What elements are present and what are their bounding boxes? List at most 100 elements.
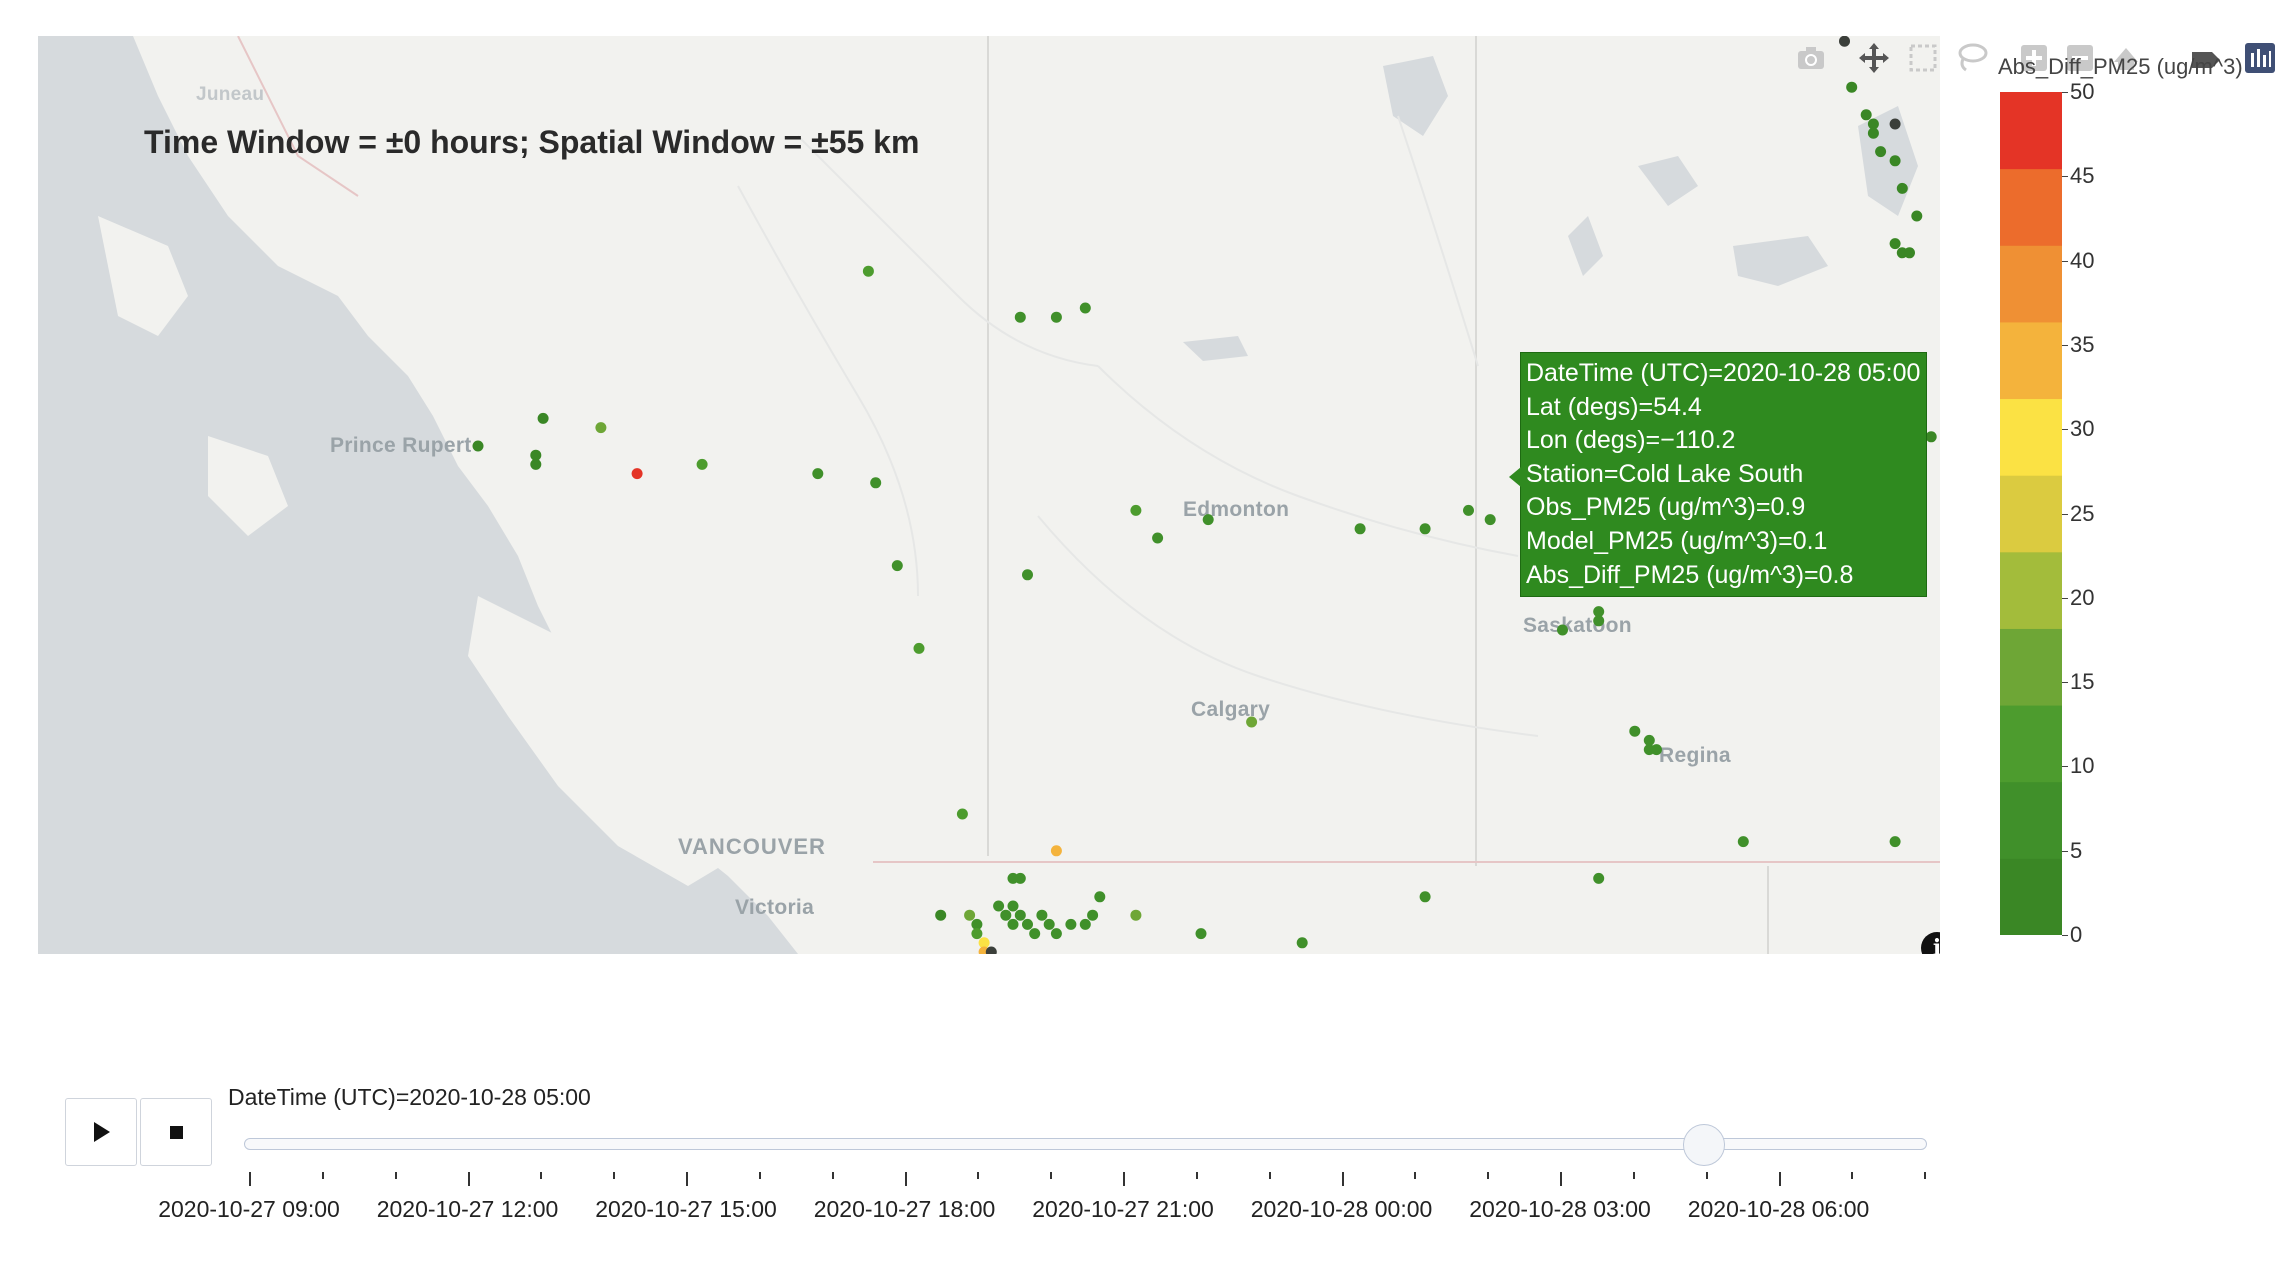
station-marker[interactable] — [1246, 716, 1258, 728]
tooltip-line-model: Model_PM25 (ug/m^3)=0.1 — [1526, 526, 1828, 555]
play-icon — [94, 1122, 110, 1142]
reset-icon[interactable] — [2108, 40, 2144, 76]
station-marker[interactable] — [985, 946, 997, 955]
station-marker[interactable] — [1419, 891, 1431, 903]
station-marker[interactable] — [595, 422, 607, 434]
colorbar-band — [2000, 245, 2062, 323]
station-marker[interactable] — [870, 477, 882, 489]
station-marker[interactable] — [1911, 210, 1923, 222]
station-marker[interactable] — [1867, 118, 1879, 130]
time-slider-rail[interactable] — [244, 1138, 1927, 1150]
station-marker[interactable] — [1296, 937, 1308, 949]
station-marker[interactable] — [1130, 909, 1142, 921]
map-area[interactable]: Time Window = ±0 hours; Spatial Window =… — [38, 36, 1940, 954]
station-marker[interactable] — [1007, 918, 1019, 930]
station-marker[interactable] — [1050, 845, 1062, 857]
station-marker[interactable] — [1014, 311, 1026, 323]
slider-major-tick — [904, 1172, 907, 1186]
station-marker[interactable] — [1839, 36, 1850, 47]
station-marker[interactable] — [913, 642, 925, 654]
station-marker[interactable] — [812, 468, 824, 480]
station-marker[interactable] — [862, 265, 874, 277]
station-marker[interactable] — [1202, 514, 1214, 526]
station-marker[interactable] — [1629, 725, 1641, 737]
station-marker[interactable] — [1737, 836, 1749, 848]
station-marker[interactable] — [530, 458, 542, 470]
station-marker[interactable] — [1904, 247, 1915, 259]
station-marker[interactable] — [1014, 909, 1026, 921]
station-marker[interactable] — [891, 560, 903, 572]
plotly-logo-icon[interactable] — [2242, 40, 2278, 76]
station-marker[interactable] — [1484, 514, 1496, 526]
play-button[interactable] — [65, 1098, 137, 1166]
slider-minor-tick — [1705, 1172, 1708, 1179]
station-marker[interactable] — [1419, 523, 1431, 535]
slider-minor-tick — [394, 1172, 397, 1179]
station-marker[interactable] — [1593, 872, 1605, 884]
station-marker[interactable] — [1087, 909, 1099, 921]
station-marker[interactable] — [1846, 81, 1858, 93]
colorbar-tick-label: 45 — [2070, 163, 2095, 189]
camera-icon[interactable] — [1793, 40, 1829, 76]
station-marker[interactable] — [1007, 872, 1019, 884]
station-marker[interactable] — [1022, 918, 1033, 930]
station-marker[interactable] — [1867, 127, 1879, 139]
station-marker[interactable] — [1354, 523, 1366, 535]
station-marker[interactable] — [1007, 900, 1019, 912]
station-marker[interactable] — [971, 928, 983, 940]
station-marker[interactable] — [964, 909, 976, 921]
colorbar-tick-mark — [2062, 176, 2068, 178]
station-marker[interactable] — [1875, 146, 1887, 158]
station-marker[interactable] — [472, 440, 484, 452]
station-markers[interactable] — [38, 36, 1940, 954]
stop-button[interactable] — [140, 1098, 212, 1166]
station-marker[interactable] — [1593, 615, 1605, 627]
pan-icon[interactable] — [1856, 40, 1892, 76]
station-marker[interactable] — [1094, 891, 1106, 903]
station-marker[interactable] — [1557, 624, 1568, 636]
station-marker[interactable] — [1925, 431, 1937, 443]
station-marker[interactable] — [1065, 918, 1077, 930]
station-marker[interactable] — [1079, 918, 1091, 930]
station-marker[interactable] — [1643, 734, 1655, 746]
zoom-out-icon[interactable] — [2062, 40, 2098, 76]
station-marker[interactable] — [1152, 532, 1164, 544]
station-marker[interactable] — [1889, 238, 1901, 250]
toggle-hover-icon[interactable] — [2188, 40, 2224, 76]
station-marker[interactable] — [1651, 744, 1662, 756]
station-marker[interactable] — [696, 458, 708, 470]
station-marker[interactable] — [1036, 909, 1048, 921]
station-marker[interactable] — [1043, 918, 1055, 930]
station-marker[interactable] — [1860, 109, 1872, 121]
station-marker[interactable] — [1130, 504, 1142, 516]
station-marker[interactable] — [1889, 836, 1901, 848]
box-select-icon[interactable] — [1906, 40, 1942, 76]
station-marker[interactable] — [537, 412, 549, 424]
lasso-icon[interactable] — [1954, 40, 1990, 76]
station-marker[interactable] — [1896, 182, 1908, 194]
station-marker[interactable] — [1195, 928, 1207, 940]
station-marker[interactable] — [1463, 504, 1474, 516]
station-marker[interactable] — [1029, 928, 1041, 940]
station-marker[interactable] — [1889, 155, 1901, 167]
station-marker[interactable] — [971, 918, 983, 930]
station-marker[interactable] — [935, 909, 947, 921]
basemap — [38, 36, 1940, 954]
station-marker[interactable] — [1593, 606, 1605, 618]
station-marker[interactable] — [1050, 311, 1062, 323]
station-marker[interactable] — [1050, 928, 1062, 940]
station-marker[interactable] — [978, 937, 990, 949]
station-marker[interactable] — [530, 449, 542, 461]
station-marker[interactable] — [956, 808, 968, 820]
station-marker[interactable] — [1022, 569, 1033, 581]
station-marker[interactable] — [1079, 302, 1091, 314]
station-marker[interactable] — [1000, 909, 1012, 921]
time-slider-handle[interactable] — [1683, 1124, 1725, 1166]
station-marker[interactable] — [1889, 118, 1901, 130]
tooltip-line-obs: Obs_PM25 (ug/m^3)=0.9 — [1526, 493, 1806, 522]
colorbar-band — [2000, 705, 2062, 783]
info-icon[interactable]: i — [1921, 932, 1940, 954]
station-marker[interactable] — [631, 468, 643, 480]
station-marker[interactable] — [993, 900, 1005, 912]
zoom-in-icon[interactable] — [2016, 40, 2052, 76]
